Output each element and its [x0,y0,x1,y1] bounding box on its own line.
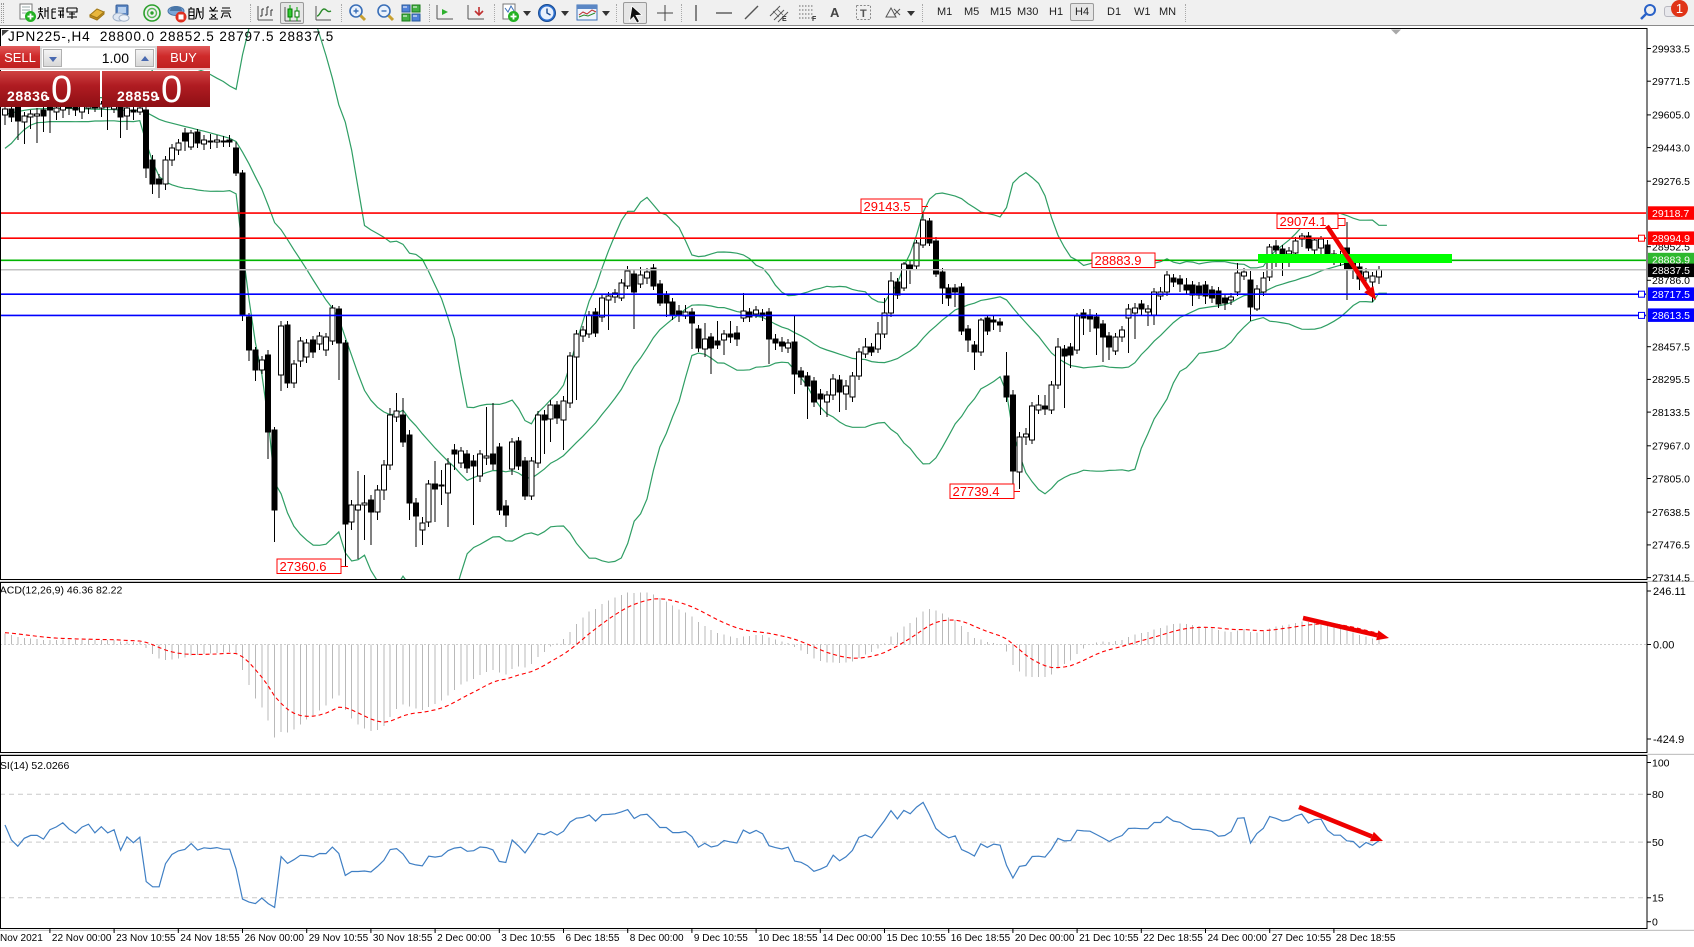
svg-text:22 Nov 00:00: 22 Nov 00:00 [52,933,112,944]
svg-text:28994.9: 28994.9 [1652,233,1690,245]
svg-text:8 Dec 00:00: 8 Dec 00:00 [630,933,684,944]
svg-text:28837.5: 28837.5 [1652,265,1690,277]
svg-text:Nov 2021: Nov 2021 [0,933,43,944]
svg-text:29771.5: 29771.5 [1652,76,1690,88]
svg-text:30 Nov 18:55: 30 Nov 18:55 [373,933,433,944]
svg-text:28613.5: 28613.5 [1652,310,1690,322]
svg-text:28883.9: 28883.9 [1652,254,1690,266]
svg-text:27360.6: 27360.6 [280,559,327,574]
svg-text:27 Dec 10:55: 27 Dec 10:55 [1272,933,1332,944]
svg-text:15 Dec 10:55: 15 Dec 10:55 [887,933,947,944]
svg-text:14 Dec 00:00: 14 Dec 00:00 [822,933,882,944]
svg-text:27314.5: 27314.5 [1652,572,1690,584]
svg-text:100: 100 [1652,757,1670,769]
svg-text:JPN225-,H4 28800.0 28852.5 28: JPN225-,H4 28800.0 28852.5 28797.5 28837… [8,29,334,44]
svg-text:MACD(12,26,9) 46.36 82.22: MACD(12,26,9) 46.36 82.22 [0,585,122,597]
svg-text:26 Nov 00:00: 26 Nov 00:00 [245,933,305,944]
svg-text:27739.4: 27739.4 [953,484,1000,499]
svg-text:0: 0 [1652,917,1658,929]
svg-text:28295.5: 28295.5 [1652,374,1690,386]
svg-text:3 Dec 10:55: 3 Dec 10:55 [501,933,555,944]
svg-text:29074.1: 29074.1 [1280,214,1327,229]
svg-text:29443.0: 29443.0 [1652,142,1690,154]
svg-text:27967.0: 27967.0 [1652,441,1690,453]
svg-text:E: E [782,16,787,23]
svg-text:T: T [860,8,867,20]
svg-text:2 Dec 00:00: 2 Dec 00:00 [437,933,491,944]
svg-text:10 Dec 18:55: 10 Dec 18:55 [758,933,818,944]
svg-text:28457.5: 28457.5 [1652,342,1690,354]
svg-text:28 Dec 18:55: 28 Dec 18:55 [1336,933,1396,944]
svg-text:28883.9: 28883.9 [1095,253,1142,268]
svg-text:29605.0: 29605.0 [1652,110,1690,122]
svg-text:29118.7: 29118.7 [1652,208,1689,220]
svg-text:24 Dec 00:00: 24 Dec 00:00 [1208,933,1268,944]
svg-text:29933.5: 29933.5 [1652,43,1690,55]
svg-text:246.11: 246.11 [1653,586,1686,598]
svg-text:24 Nov 18:55: 24 Nov 18:55 [180,933,240,944]
svg-text:28133.5: 28133.5 [1652,407,1690,419]
svg-text:29276.5: 29276.5 [1652,176,1690,188]
svg-text:6 Dec 18:55: 6 Dec 18:55 [566,933,620,944]
svg-text:9 Dec 10:55: 9 Dec 10:55 [694,933,748,944]
svg-text:28786.0: 28786.0 [1652,275,1690,287]
svg-text:28717.5: 28717.5 [1652,289,1690,301]
svg-text:22 Dec 18:55: 22 Dec 18:55 [1143,933,1203,944]
svg-text:21 Dec 10:55: 21 Dec 10:55 [1079,933,1139,944]
svg-text:29143.5: 29143.5 [864,199,911,214]
svg-text:80: 80 [1652,789,1664,801]
svg-text:15: 15 [1652,893,1664,905]
svg-text:16 Dec 18:55: 16 Dec 18:55 [951,933,1011,944]
svg-text:20 Dec 00:00: 20 Dec 00:00 [1015,933,1075,944]
svg-text:-424.9: -424.9 [1653,734,1684,746]
svg-text:50: 50 [1652,837,1664,849]
svg-text:RSI(14) 52.0266: RSI(14) 52.0266 [0,760,70,772]
svg-text:27638.5: 27638.5 [1652,507,1690,519]
svg-text:29 Nov 10:55: 29 Nov 10:55 [309,933,369,944]
svg-text:F: F [812,16,817,23]
svg-text:0.00: 0.00 [1653,640,1674,652]
svg-text:27476.5: 27476.5 [1652,540,1690,552]
svg-text:23 Nov 10:55: 23 Nov 10:55 [116,933,176,944]
svg-text:27805.0: 27805.0 [1652,473,1690,485]
